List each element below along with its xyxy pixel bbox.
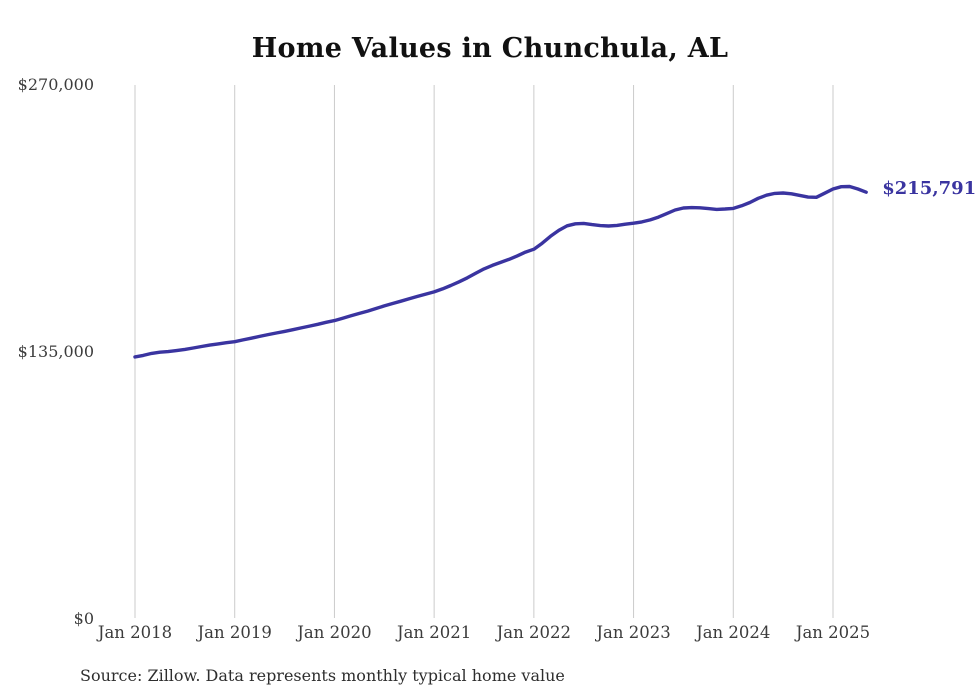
x-axis-tick-label: Jan 2019 bbox=[197, 623, 272, 642]
home-value-line bbox=[133, 184, 868, 359]
x-axis-tick-label: Jan 2021 bbox=[396, 623, 472, 642]
y-axis-tick-label: $0 bbox=[73, 609, 94, 628]
y-axis-tick-label: $270,000 bbox=[17, 75, 94, 94]
y-axis-tick-label: $135,000 bbox=[17, 342, 94, 361]
chart-title: Home Values in Chunchula, AL bbox=[251, 33, 729, 64]
x-axis-tick-label: Jan 2018 bbox=[97, 623, 173, 642]
latest-value-label: $215,791 bbox=[882, 178, 977, 200]
x-axis-tick-label: Jan 2020 bbox=[297, 623, 372, 642]
x-axis-tick-label: Jan 2023 bbox=[596, 623, 671, 642]
x-axis-tick-label: Jan 2022 bbox=[496, 623, 571, 642]
x-axis-tick-label: Jan 2025 bbox=[795, 623, 871, 642]
gridlines bbox=[134, 85, 834, 618]
x-axis-tick-label: Jan 2024 bbox=[696, 623, 771, 642]
source-note: Source: Zillow. Data represents monthly … bbox=[80, 666, 565, 685]
value-line-group bbox=[133, 184, 868, 359]
